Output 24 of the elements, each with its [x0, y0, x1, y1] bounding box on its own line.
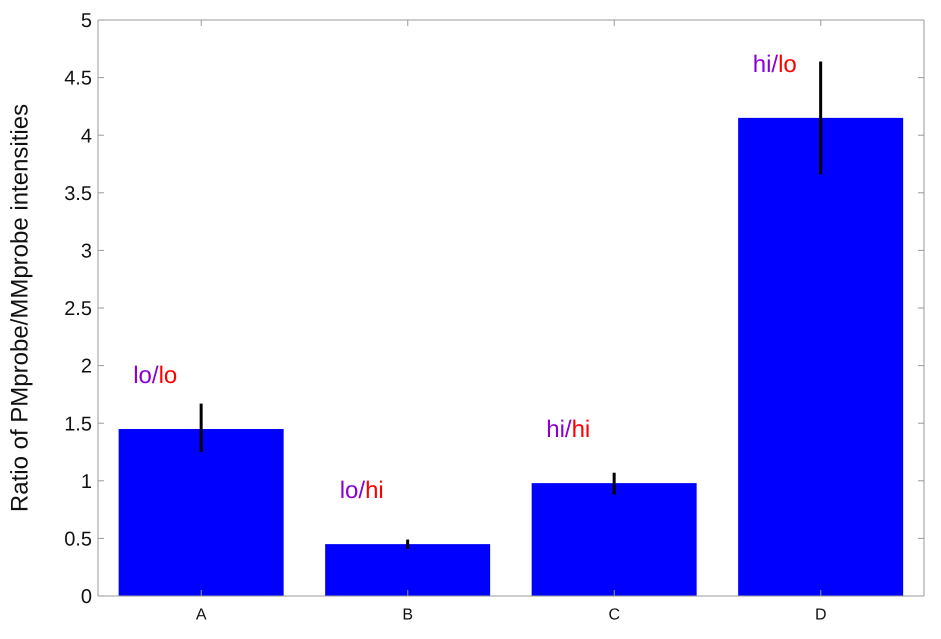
y-tick-label: 0 [80, 586, 92, 608]
y-tick-label: 2 [80, 356, 92, 378]
y-tick-label: 4 [80, 125, 92, 148]
y-tick-label: 2.5 [64, 298, 92, 320]
bar [118, 428, 284, 596]
y-tick-label: 1 [80, 470, 92, 493]
y-axis-title: Ratio of PMprobe/MMprobe intensities [6, 104, 34, 512]
x-tick-label: B [402, 606, 414, 624]
annotation: hi/lo [752, 51, 797, 78]
y-tick-label: 3.5 [64, 182, 92, 205]
y-tick-label: 5 [80, 10, 92, 32]
y-tick-label: 0.5 [64, 528, 92, 550]
x-tick-label: A [196, 606, 207, 624]
bar [738, 118, 904, 596]
annotation: lo/hi [340, 478, 384, 505]
annotation: lo/lo [133, 362, 178, 390]
y-tick-label: 3 [80, 240, 92, 262]
annotation: hi/hi [546, 416, 590, 444]
y-tick-label: 1.5 [64, 413, 92, 436]
bar [325, 544, 490, 596]
bar [532, 483, 697, 596]
x-tick-label: C [608, 606, 620, 624]
y-tick-label: 4.5 [64, 68, 92, 90]
x-tick-label: D [814, 606, 827, 624]
